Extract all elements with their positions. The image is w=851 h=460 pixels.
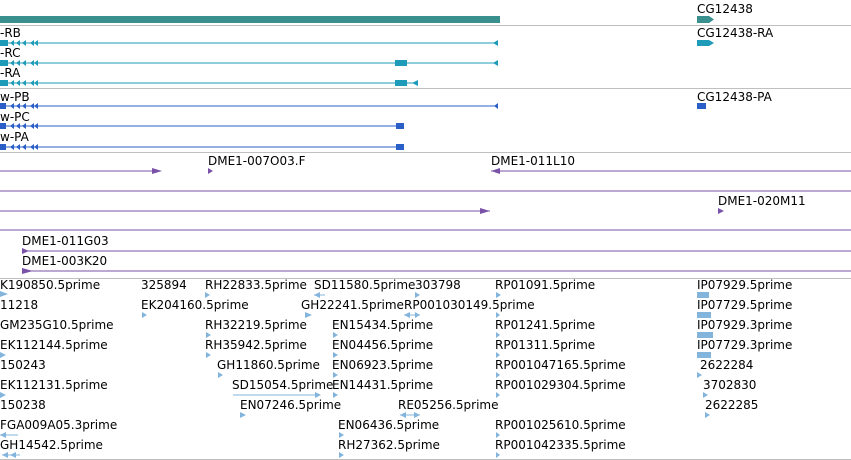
est-label[interactable]: IP07929.5prime: [697, 278, 793, 292]
est-label[interactable]: EN06923.5prime: [332, 358, 434, 372]
est-label[interactable]: RP01311.5prime: [495, 338, 596, 352]
est-label[interactable]: RE05256.5prime: [398, 398, 499, 412]
est-label[interactable]: 3702830: [703, 378, 757, 392]
est-label[interactable]: SD15054.5prime: [232, 378, 334, 392]
est-label[interactable]: RP001025610.5prime: [495, 418, 626, 432]
est-label[interactable]: 2622284: [700, 358, 754, 372]
protein-label-cg12438-pa[interactable]: CG12438-PA: [697, 90, 772, 104]
est-label[interactable]: RH27362.5prime: [338, 438, 440, 452]
est-label[interactable]: EN14431.5prime: [332, 378, 434, 392]
mrna-label[interactable]: -RA: [0, 66, 21, 80]
est-label[interactable]: 325894: [141, 278, 187, 292]
est-label[interactable]: GH14542.5prime: [0, 438, 103, 452]
est-label[interactable]: 2622285: [705, 398, 759, 412]
est-label[interactable]: 303798: [415, 278, 461, 292]
est-label[interactable]: EN07246.5prime: [240, 398, 342, 412]
est-label[interactable]: 150243: [0, 358, 46, 372]
clone-label[interactable]: DME1-007O03.F: [208, 154, 306, 168]
est-label[interactable]: RP01241.5prime: [495, 318, 596, 332]
protein-label[interactable]: w-PA: [0, 130, 29, 144]
est-label[interactable]: RH35942.5prime: [205, 338, 307, 352]
gene-bar-cg12438[interactable]: [697, 16, 709, 23]
est-label[interactable]: 11218: [0, 298, 39, 312]
clone-label[interactable]: DME1-020M11: [718, 194, 806, 208]
gene-bar-w[interactable]: [0, 16, 500, 23]
clone-label[interactable]: DME1-011L10: [491, 154, 575, 168]
est-label[interactable]: EN06436.5prime: [338, 418, 440, 432]
est-label[interactable]: RP001047165.5prime: [495, 358, 626, 372]
est-label[interactable]: IP07729.3prime: [697, 338, 793, 352]
est-label[interactable]: SD11580.5prime: [314, 278, 416, 292]
track-separator: [0, 88, 851, 89]
protein-label[interactable]: w-PC: [0, 110, 30, 124]
est-label[interactable]: EN04456.5prime: [332, 338, 434, 352]
mrna-label[interactable]: -RB: [0, 26, 21, 40]
est-label[interactable]: 150238: [0, 398, 46, 412]
est-label[interactable]: EK112144.5prime: [0, 338, 108, 352]
est-label[interactable]: GH22241.5prime: [301, 298, 404, 312]
mrna-label-cg12438-ra[interactable]: CG12438-RA: [697, 26, 774, 40]
protein-label[interactable]: w-PB: [0, 90, 30, 104]
est-label[interactable]: EN15434.5prime: [332, 318, 434, 332]
est-label[interactable]: GM235G10.5prime: [0, 318, 114, 332]
est-label[interactable]: EK112131.5prime: [0, 378, 108, 392]
est-label[interactable]: EK204160.5prime: [141, 298, 249, 312]
est-label[interactable]: RP001042335.5prime: [495, 438, 626, 452]
track-separator: [0, 152, 851, 153]
track-separator: [0, 278, 851, 279]
est-label[interactable]: RP01091.5prime: [495, 278, 596, 292]
mrna-label[interactable]: -RC: [0, 46, 21, 60]
est-label[interactable]: IP07929.3prime: [697, 318, 793, 332]
clone-label[interactable]: DME1-011G03: [22, 234, 109, 248]
est-label[interactable]: K190850.5prime: [0, 278, 101, 292]
track-separator: [0, 25, 851, 26]
gene-label-cg12438[interactable]: CG12438: [697, 2, 753, 16]
est-label[interactable]: IP07729.5prime: [697, 298, 793, 312]
est-label[interactable]: RP001030149.5prime: [404, 298, 535, 312]
est-label[interactable]: FGA009A05.3prime: [0, 418, 118, 432]
est-label[interactable]: RH32219.5prime: [205, 318, 307, 332]
clone-label[interactable]: DME1-003K20: [22, 254, 108, 268]
est-label[interactable]: RH22833.5prime: [205, 278, 307, 292]
est-label[interactable]: GH11860.5prime: [217, 358, 320, 372]
est-label[interactable]: RP001029304.5prime: [495, 378, 626, 392]
